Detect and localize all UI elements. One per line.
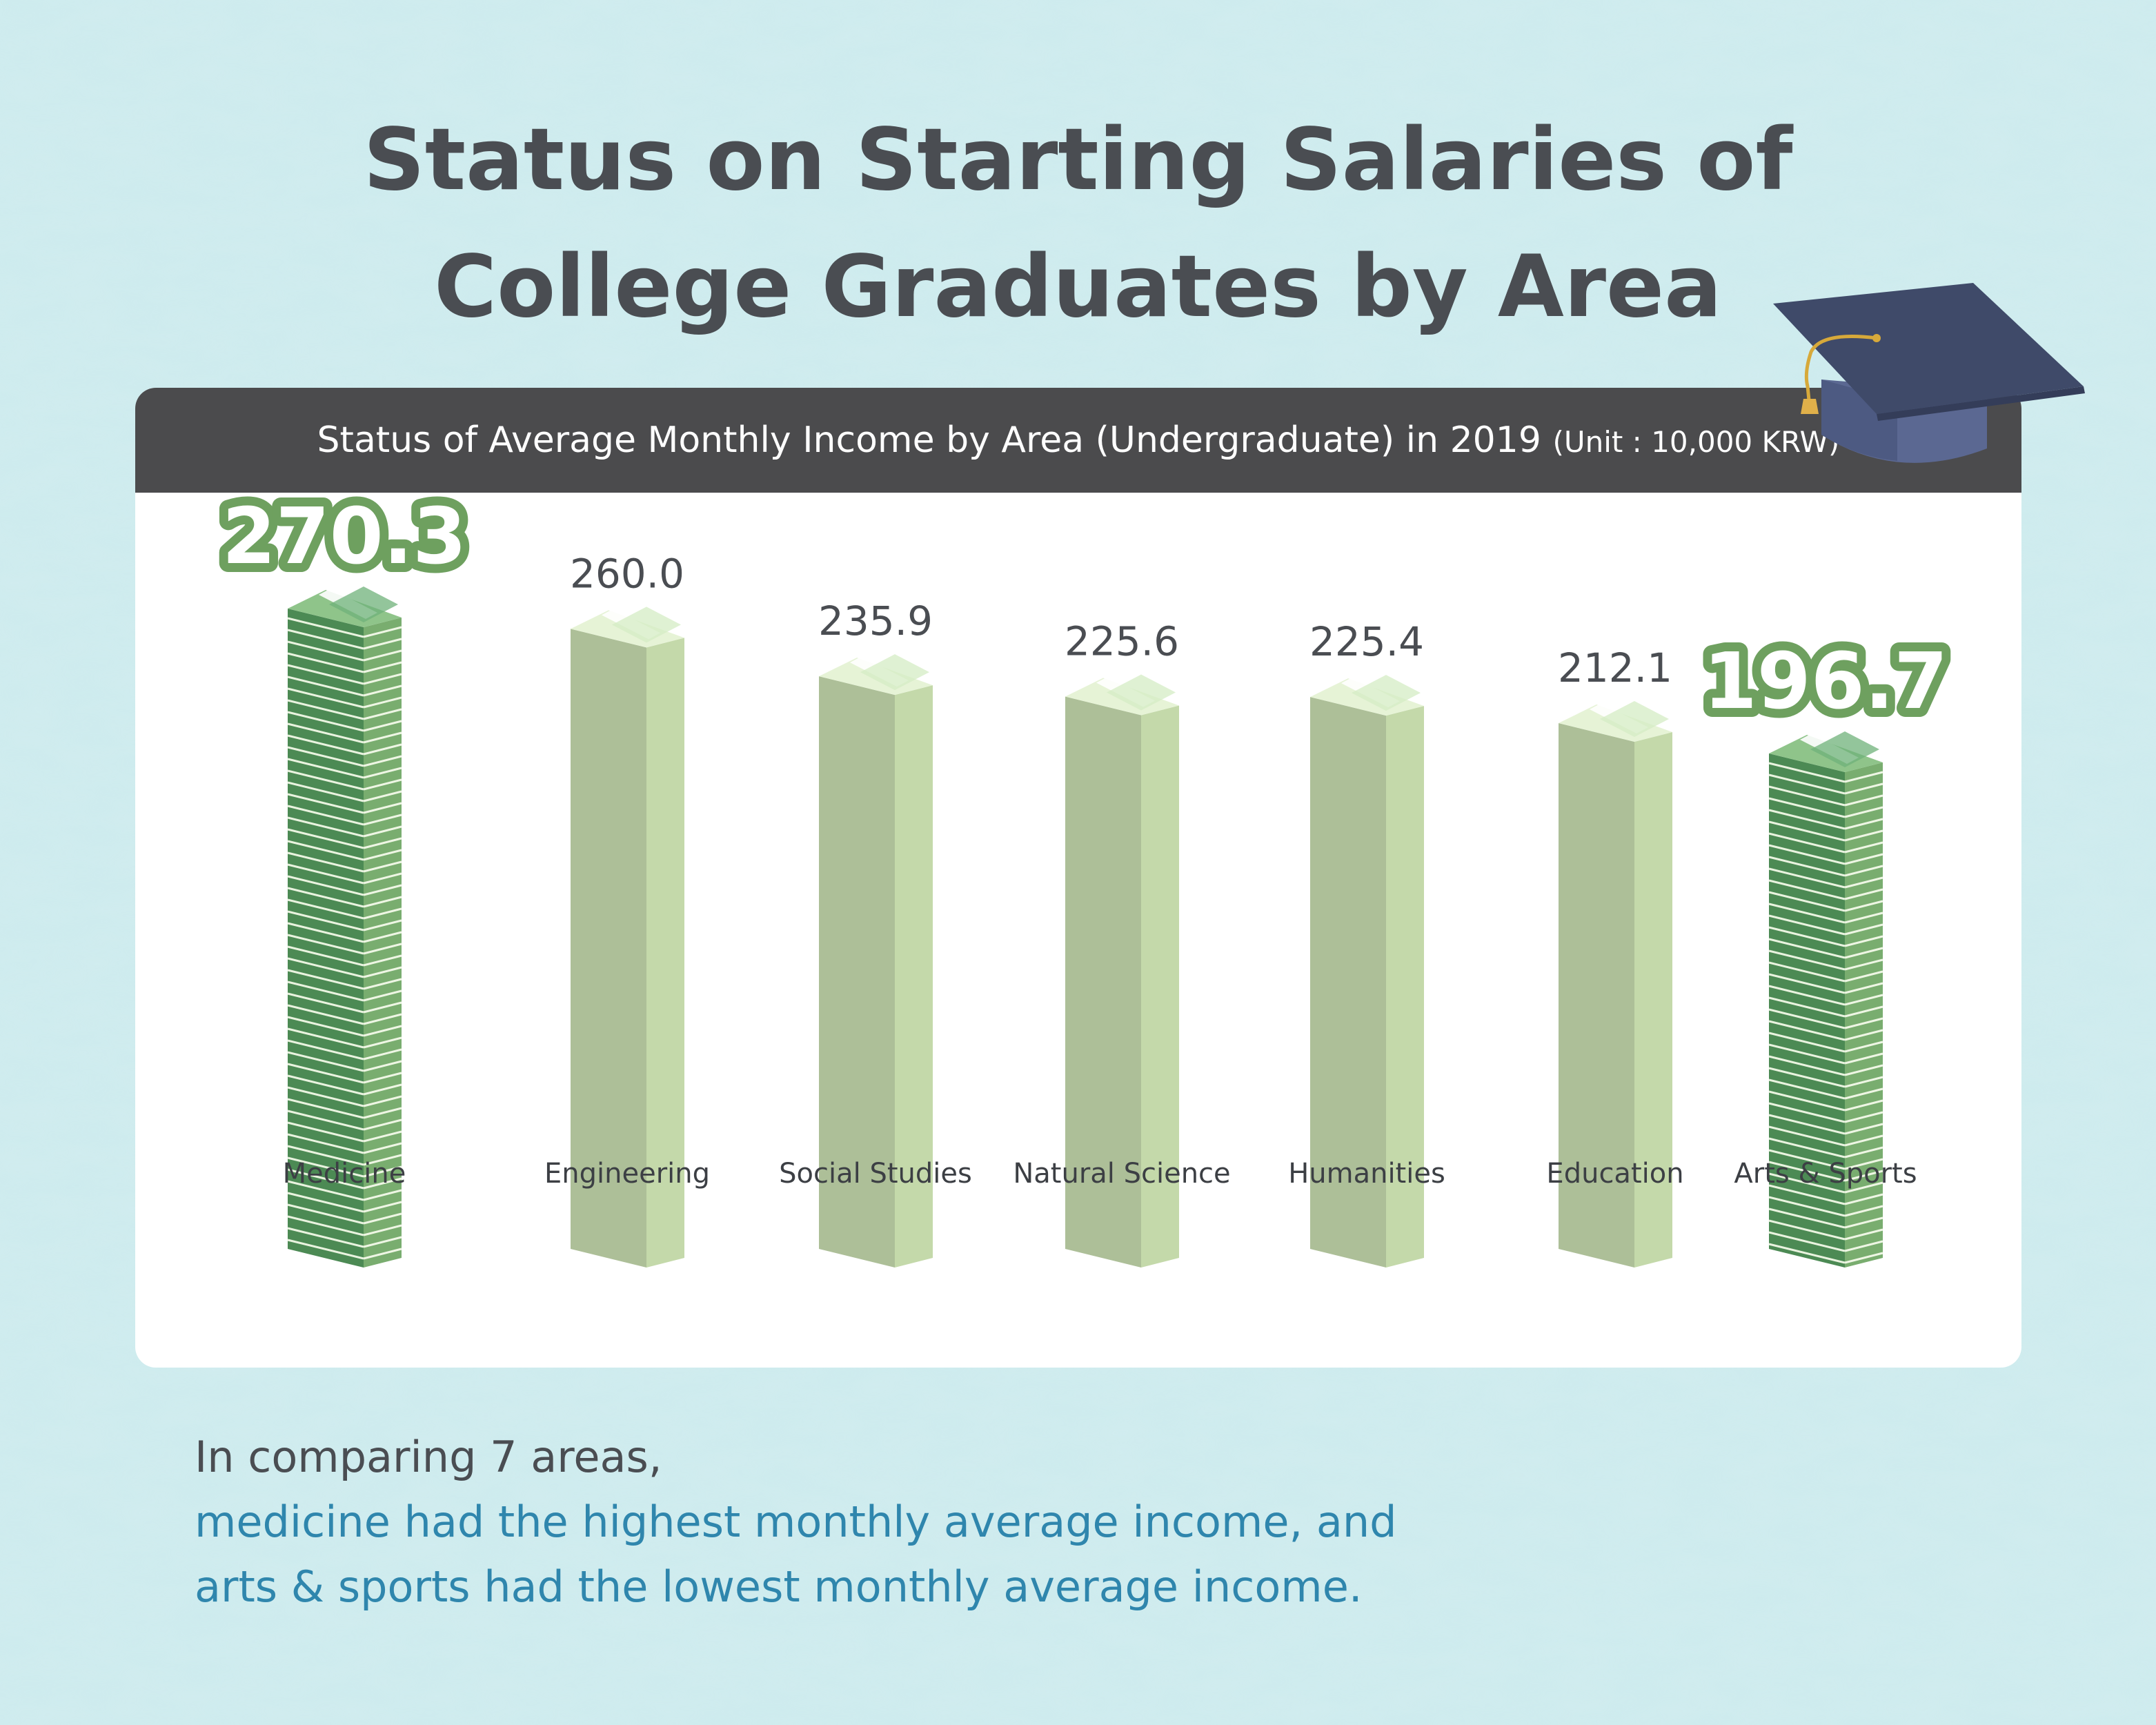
value-label-arts-sports: 196.7 bbox=[1703, 637, 1948, 727]
summary-line-1: In comparing 7 areas, bbox=[195, 1432, 662, 1482]
category-label-arts-sports: Arts & Sports bbox=[1734, 1158, 1917, 1190]
bar-natural-science bbox=[1065, 674, 1179, 1268]
bar-education bbox=[1559, 701, 1672, 1268]
summary-line-2: medicine had the highest monthly average… bbox=[195, 1497, 1397, 1547]
bar-chart: 270.3 Medicine 260.0 Engineering 235.9 Social… bbox=[213, 493, 1957, 1268]
summary-text: In comparing 7 areas, medicine had the h… bbox=[195, 1425, 1988, 1619]
bar-medicine bbox=[287, 586, 402, 1268]
title-line-1: Status on Starting Salaries of bbox=[363, 110, 1793, 210]
page-title: Status on Starting Salaries of College G… bbox=[0, 97, 2156, 351]
value-label-natural-science: 225.6 bbox=[1065, 618, 1179, 665]
value-label-engineering: 260.0 bbox=[570, 550, 684, 597]
bar-social-studies bbox=[819, 654, 933, 1268]
category-label-natural-science: Natural Science bbox=[1013, 1158, 1230, 1190]
chart-header: Status of Average Monthly Income by Area… bbox=[135, 388, 2021, 493]
category-label-social-studies: Social Studies bbox=[779, 1158, 972, 1190]
value-label-medicine: 270.3 bbox=[222, 493, 466, 582]
category-label-medicine: Medicine bbox=[283, 1158, 406, 1190]
value-label-education: 212.1 bbox=[1558, 644, 1672, 691]
title-line-2: College Graduates by Area bbox=[434, 237, 1722, 337]
bar-arts-sports bbox=[1768, 731, 1883, 1268]
graduation-cap-icon bbox=[1773, 283, 2085, 463]
chart-unit: (Unit : 10,000 KRW) bbox=[1552, 425, 1840, 459]
category-label-engineering: Engineering bbox=[544, 1158, 710, 1190]
category-label-humanities: Humanities bbox=[1288, 1158, 1445, 1190]
bar-engineering bbox=[571, 607, 684, 1268]
value-label-social-studies: 235.9 bbox=[818, 598, 933, 644]
value-label-humanities: 225.4 bbox=[1309, 618, 1424, 665]
bar-humanities bbox=[1310, 675, 1424, 1268]
chart-panel: Status of Average Monthly Income by Area… bbox=[135, 388, 2021, 1368]
chart-title: Status of Average Monthly Income by Area… bbox=[317, 420, 1541, 461]
category-label-education: Education bbox=[1546, 1158, 1683, 1190]
summary-line-3: arts & sports had the lowest monthly ave… bbox=[195, 1561, 1363, 1612]
